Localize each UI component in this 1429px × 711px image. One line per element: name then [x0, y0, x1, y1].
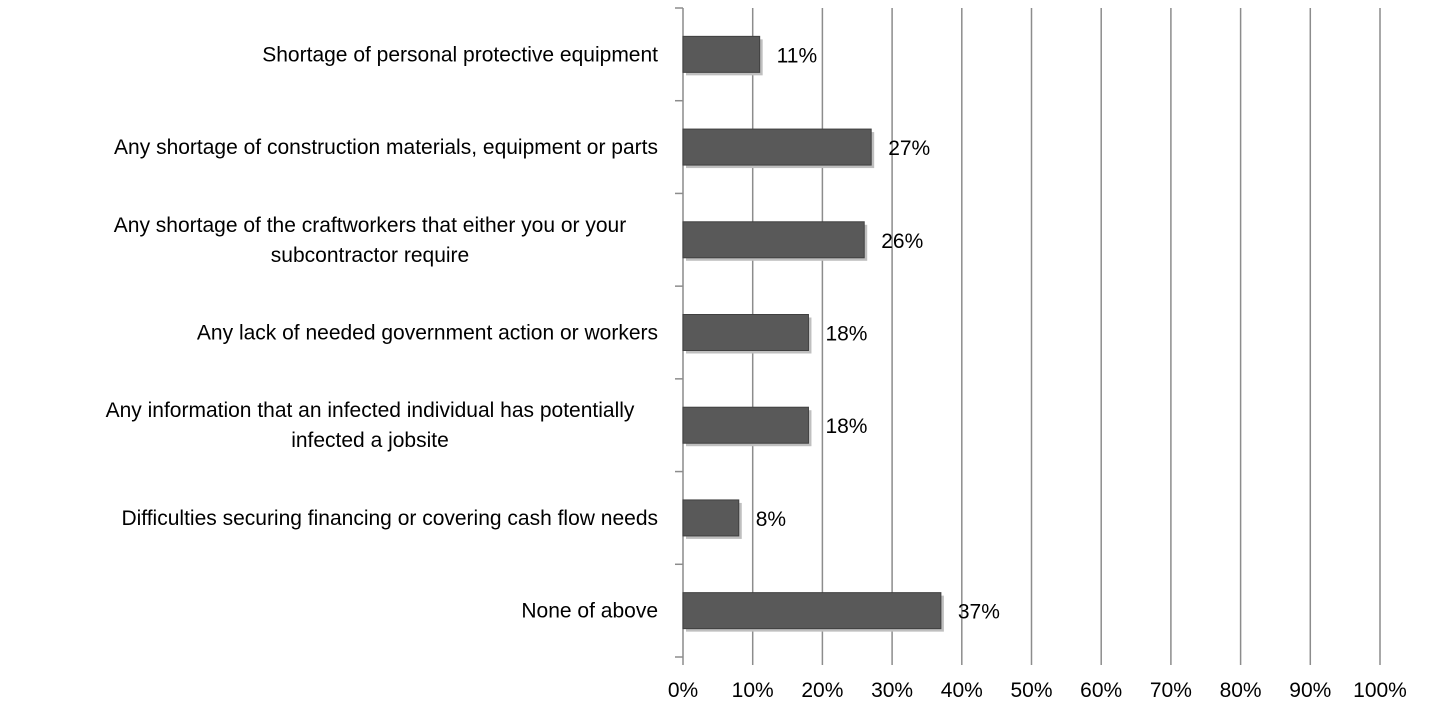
bar — [682, 314, 809, 351]
label-layer: 0% 10% 20% 30% 40% 50% 60% 70% 80% 90% 100% 11% Shor… — [106, 43, 1407, 702]
data-label: 37% — [958, 601, 1000, 624]
category-label: subcontractor require — [271, 244, 469, 267]
data-label: 18% — [825, 323, 867, 346]
bar — [682, 592, 942, 630]
bar — [682, 35, 761, 73]
x-tick-label: 90% — [1289, 679, 1331, 702]
grid-layer — [751, 8, 1381, 657]
bar-layer — [682, 35, 944, 632]
category-label: Any shortage of construction materials, … — [114, 136, 658, 159]
x-tick-label: 40% — [941, 679, 983, 702]
data-label: 8% — [756, 508, 786, 531]
x-tick-label: 100% — [1353, 679, 1407, 702]
x-tick-label: 60% — [1080, 679, 1122, 702]
x-tick-label: 80% — [1220, 679, 1262, 702]
category-label: None of above — [521, 600, 658, 623]
bar — [682, 128, 872, 166]
x-tick-label: 30% — [871, 679, 913, 702]
x-tick-label: 70% — [1150, 679, 1192, 702]
data-label: 11% — [777, 44, 817, 67]
category-label: Any lack of needed government action or … — [197, 322, 658, 345]
x-tick-label: 50% — [1010, 679, 1052, 702]
x-tick-label: 10% — [732, 679, 774, 702]
category-label: infected a jobsite — [291, 429, 449, 452]
category-label: Any shortage of the craftworkers that ei… — [114, 214, 626, 237]
x-tick-label: 20% — [801, 679, 843, 702]
category-label: Any information that an infected individ… — [106, 399, 635, 422]
bar — [682, 406, 809, 444]
bar — [682, 499, 740, 537]
category-label: Difficulties securing financing or cover… — [121, 507, 658, 530]
data-label: 18% — [825, 415, 867, 438]
bar — [682, 221, 865, 259]
data-label: 26% — [881, 230, 923, 253]
data-label: 27% — [888, 137, 930, 160]
category-label: Shortage of personal protective equipmen… — [262, 43, 658, 66]
x-tick-label: 0% — [668, 679, 698, 702]
